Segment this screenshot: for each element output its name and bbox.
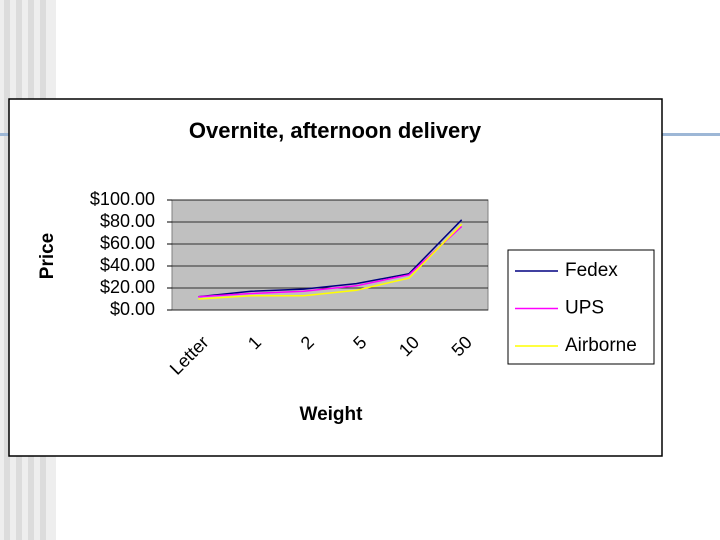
y-tick-label: $40.00 [100,255,155,275]
legend-label: UPS [565,298,604,319]
y-tick-label: $60.00 [100,233,155,253]
y-tick-label: $20.00 [100,277,155,297]
legend [507,249,655,365]
y-tick-label: $100.00 [90,189,155,209]
y-tick-label: $80.00 [100,211,155,231]
y-axis-title: Price [37,233,58,279]
legend-label: Fedex [565,260,618,281]
y-tick-label: $0.00 [110,299,155,319]
series-line [198,219,463,298]
series-line [198,223,463,300]
legend-label: Airborne [565,335,637,356]
plot-area [171,199,489,311]
series-line [198,225,463,298]
chart-title: Overnite, afternoon delivery [189,118,482,143]
x-axis-title: Weight [300,404,364,425]
